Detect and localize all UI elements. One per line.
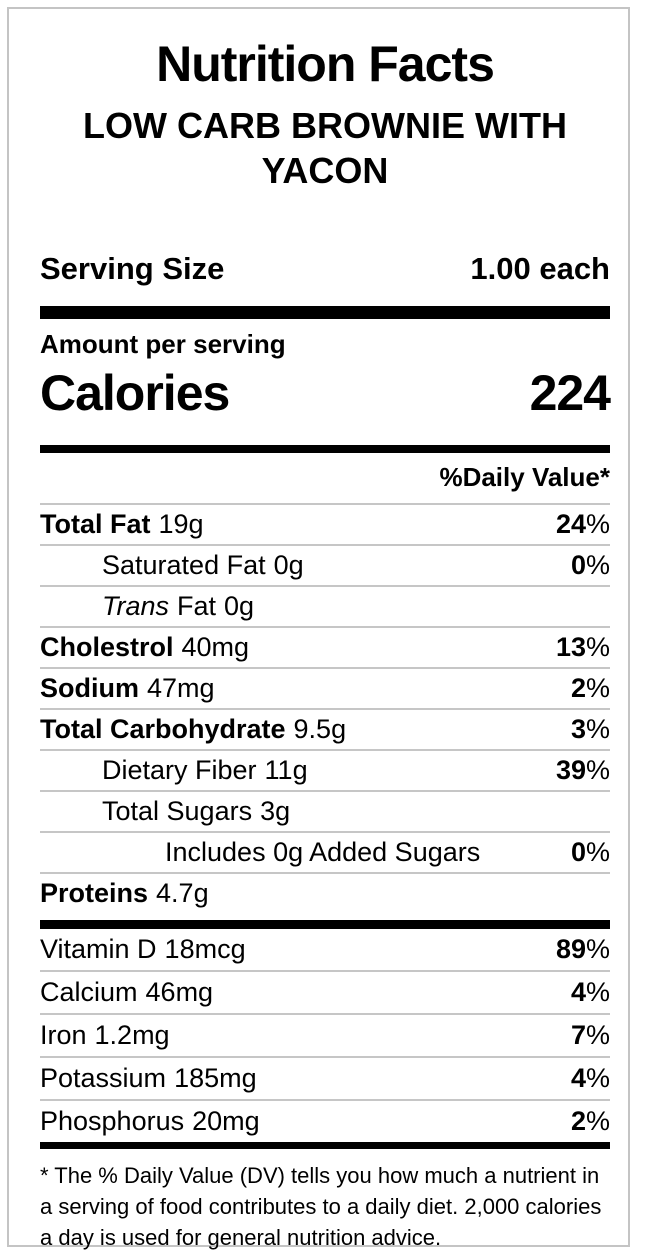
serving-size-label: Serving Size (40, 251, 225, 286)
vitamin-dv: 2% (570, 1106, 610, 1136)
percent-sign: % (585, 837, 610, 867)
product-name: LOW CARB BROWNIE WITH YACON (83, 105, 567, 191)
percent-sign: % (585, 755, 610, 785)
nutrient-row-trans-fat: Trans Fat 0g (40, 585, 610, 626)
vitamin-dv: 89% (555, 934, 610, 964)
nutrient-amount: 9.5g (293, 714, 347, 744)
nutrient-row-saturated-fat: Saturated Fat 0g 0% (40, 544, 610, 585)
daily-value-header: %Daily Value* (439, 462, 610, 492)
vitamin-amount: 18mcg (164, 934, 246, 964)
nutrient-name: Trans Fat 0g (102, 591, 255, 621)
vitamin-dv: 4% (570, 977, 610, 1007)
vitamin-name: Calcium 46mg (40, 977, 214, 1007)
serving-size-row: Serving Size 1.00 each (40, 251, 610, 287)
vitamin-row-potassium: Potassium 185mg 4% (40, 1056, 610, 1099)
nutrient-row-proteins: Proteins 4.7g (40, 872, 610, 913)
vitamin-name: Vitamin D 18mcg (40, 934, 246, 964)
vitamin-row-calcium: Calcium 46mg 4% (40, 970, 610, 1013)
nutrient-name: Total Carbohydrate 9.5g (40, 714, 347, 744)
percent-sign: % (585, 934, 610, 964)
nutrient-name: Dietary Fiber 11g (102, 755, 308, 785)
nutrient-amount: 19g (158, 509, 204, 539)
percent-sign: % (585, 550, 610, 580)
percent-sign: % (585, 714, 610, 744)
nutrient-row-added-sugars: Includes 0g Added Sugars 0% (40, 831, 610, 872)
nutrient-dv: 39% (555, 755, 610, 785)
nutrient-amount: 0g (273, 550, 304, 580)
amount-per-serving-label: Amount per serving (40, 329, 286, 359)
vitamin-name: Iron 1.2mg (40, 1020, 170, 1050)
vitamin-name: Potassium 185mg (40, 1063, 257, 1093)
vitamin-amount: 1.2mg (94, 1020, 170, 1050)
vitamin-dv: 7% (570, 1020, 610, 1050)
thick-rule-top (40, 306, 610, 319)
percent-sign: % (585, 509, 610, 539)
vitamin-amount: 46mg (145, 977, 214, 1007)
thick-rule-vitamins (40, 920, 610, 929)
nutrient-name: Includes 0g Added Sugars (165, 837, 481, 867)
nutrient-dv: 0% (570, 837, 610, 867)
nutrient-name: Proteins 4.7g (40, 878, 209, 908)
calories-value: 224 (529, 365, 611, 421)
nutrient-row-total-fat: Total Fat 19g 24% (40, 503, 610, 544)
thick-rule-calories (40, 445, 610, 453)
nutrient-row-cholestrol: Cholestrol 40mg 13% (40, 626, 610, 667)
nutrient-amount: 40mg (181, 632, 250, 662)
vitamin-name: Phosphorus 20mg (40, 1106, 260, 1136)
percent-sign: % (585, 1106, 610, 1136)
nutrient-dv: 24% (555, 509, 610, 539)
nutrient-amount: 0g (224, 591, 255, 621)
nutrient-row-sodium: Sodium 47mg 2% (40, 667, 610, 708)
percent-sign: % (585, 977, 610, 1007)
vitamin-row-phosphorus: Phosphorus 20mg 2% (40, 1099, 610, 1142)
percent-sign: % (585, 1063, 610, 1093)
nutrient-amount: 3g (260, 796, 291, 826)
vitamin-row-iron: Iron 1.2mg 7% (40, 1013, 610, 1056)
percent-sign: % (585, 673, 610, 703)
nutrient-dv: 3% (570, 714, 610, 744)
vitamin-amount: 185mg (174, 1063, 257, 1093)
footnote-text: * The % Daily Value (DV) tells you how m… (40, 1163, 602, 1250)
vitamin-row-vitamin-d: Vitamin D 18mcg 89% (40, 929, 610, 970)
nutrient-row-total-carbohydrate: Total Carbohydrate 9.5g 3% (40, 708, 610, 749)
nutrient-dv: 0% (570, 550, 610, 580)
nutrient-dv: 13% (555, 632, 610, 662)
nutrient-name: Saturated Fat 0g (102, 550, 304, 580)
nutrient-name: Total Sugars 3g (102, 796, 291, 826)
percent-sign: % (585, 632, 610, 662)
percent-sign: % (585, 1020, 610, 1050)
nutrient-amount: 4.7g (156, 878, 209, 908)
nutrient-dv: 2% (570, 673, 610, 703)
nutrient-name: Cholestrol 40mg (40, 632, 250, 662)
nutrient-amount: 47mg (147, 673, 215, 703)
vitamin-amount: 20mg (192, 1106, 260, 1136)
label-title: Nutrition Facts (156, 36, 495, 92)
nutrient-name: Total Fat 19g (40, 509, 204, 539)
calories-label: Calories (40, 365, 230, 421)
nutrient-row-total-sugars: Total Sugars 3g (40, 790, 610, 831)
nutrient-row-dietary-fiber: Dietary Fiber 11g 39% (40, 749, 610, 790)
nutrient-name: Sodium 47mg (40, 673, 215, 703)
calories-row: Calories 224 (40, 364, 611, 422)
nutrition-label-panel: Nutrition Facts LOW CARB BROWNIE WITH YA… (7, 7, 630, 1250)
vitamin-dv: 4% (570, 1063, 610, 1093)
serving-size-value: 1.00 each (470, 251, 610, 286)
thick-rule-footnote (40, 1142, 610, 1149)
nutrient-amount: 11g (264, 755, 308, 785)
